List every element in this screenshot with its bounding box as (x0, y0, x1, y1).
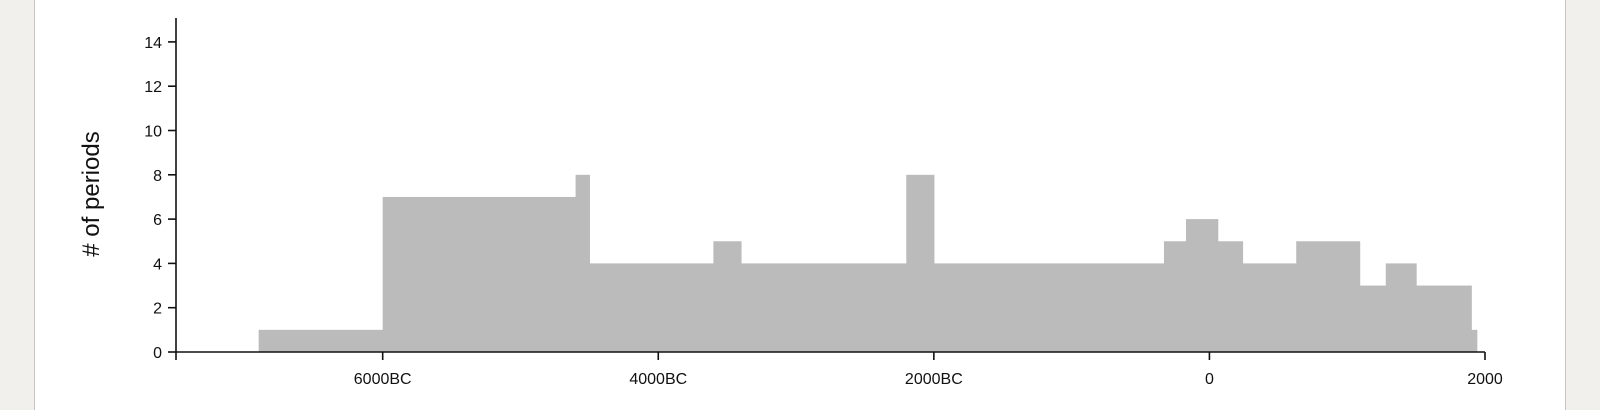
period-histogram-chart: 0 2 4 6 8 10 12 14 6000BC 4000BC 2000BC 0 2000 # of… (78, 18, 1503, 388)
x-tick-label: 4000BC (629, 371, 687, 388)
x-tick-label: 0 (1205, 371, 1214, 388)
y-axis-ticks: 0 2 4 6 8 10 12 14 (144, 35, 176, 362)
bar-segment (575, 174, 590, 352)
bar-segment (1416, 285, 1472, 352)
x-tick-label: 2000BC (905, 371, 963, 388)
bar-segment (933, 263, 1059, 352)
x-tick-label: 6000BC (354, 371, 412, 388)
chart-panel: 0 2 4 6 8 10 12 14 6000BC 4000BC 2000BC 0 2000 # of… (34, 0, 1566, 410)
y-tick-label: 10 (144, 124, 162, 141)
bars-group (258, 174, 1478, 352)
bar-segment (1186, 219, 1219, 352)
bar-segment (906, 174, 935, 352)
bar-segment (1471, 329, 1478, 352)
y-tick-label: 0 (153, 345, 162, 362)
bar-segment (1385, 263, 1417, 352)
x-tick-label: 2000 (1467, 371, 1503, 388)
bar-segment (713, 241, 742, 352)
bar-segment (740, 263, 907, 352)
bar-segment (1296, 241, 1361, 352)
bar-segment (1359, 285, 1387, 352)
y-tick-label: 12 (144, 79, 162, 96)
y-tick-label: 14 (144, 35, 162, 52)
y-tick-label: 6 (153, 212, 162, 229)
bar-segment (382, 196, 577, 352)
y-tick-label: 4 (153, 256, 162, 273)
bar-segment (1057, 263, 1165, 352)
x-axis-ticks: 6000BC 4000BC 2000BC 0 2000 (175, 352, 1503, 388)
y-axis-title: # of periods (78, 131, 105, 256)
bar-segment (589, 263, 714, 352)
bar-segment (1217, 241, 1244, 352)
bar-segment (1242, 263, 1297, 352)
bar-segment (1163, 241, 1187, 352)
bar-segment (258, 329, 384, 352)
y-tick-label: 8 (153, 168, 162, 185)
y-tick-label: 2 (153, 301, 162, 318)
